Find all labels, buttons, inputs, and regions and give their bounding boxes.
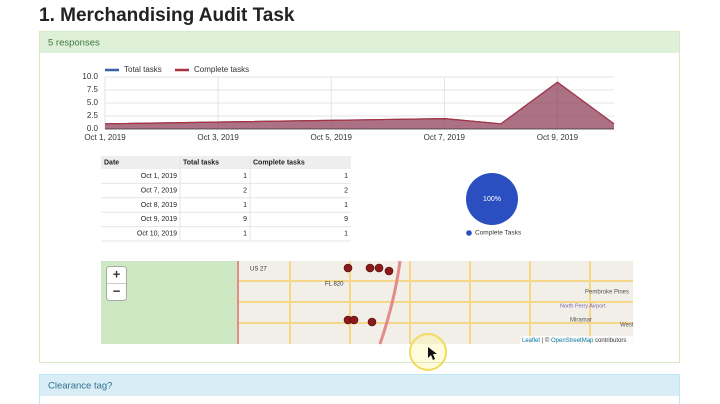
- table-cell: 1: [243, 173, 247, 180]
- y-tick-label: 5.0: [87, 98, 99, 107]
- y-tick-label: 7.5: [87, 85, 99, 94]
- panel-heading: [40, 32, 679, 53]
- attribution: Leaflet | © OpenStreetMap contributors: [522, 337, 626, 344]
- table-cell: 9: [243, 216, 247, 223]
- x-tick-label: Oct 1, 2019: [84, 133, 126, 142]
- table-cell: 2: [344, 187, 348, 194]
- table-cell: 9: [344, 216, 348, 223]
- table-cell: Oct 9, 2019: [141, 216, 177, 223]
- table-cell: 1: [344, 231, 348, 238]
- series-line: [104, 81, 615, 125]
- table-cell: 2: [243, 187, 247, 194]
- x-tick-label: Oct 5, 2019: [311, 133, 353, 142]
- y-tick-label: 0.0: [87, 124, 99, 133]
- leaflet-link[interactable]: Leaflet: [522, 338, 540, 344]
- page-title: 1. Merchandising Audit Task: [39, 5, 295, 26]
- map: + − US 27 FL 820 Pembroke Pines North Pe…: [101, 260, 634, 345]
- responses-count: 5 responses: [48, 38, 100, 49]
- table-cell: 1: [344, 202, 348, 209]
- attribution-text: contributors: [595, 338, 626, 344]
- next-panel-heading: [40, 375, 679, 396]
- next-panel-title: Clearance tag?: [48, 381, 112, 392]
- pie-label: 100%: [483, 196, 501, 203]
- table-cell: 1: [243, 202, 247, 209]
- roads: [238, 261, 633, 344]
- cursor: [428, 347, 437, 360]
- x-tick-label: Oct 9, 2019: [537, 133, 579, 142]
- table-header: Complete tasks: [253, 159, 305, 166]
- table-cell: Oct 7, 2019: [141, 187, 177, 194]
- x-tick-label: Oct 3, 2019: [197, 133, 239, 142]
- table-header-bg: [101, 156, 351, 169]
- table-cell: Oct 1, 2019: [141, 173, 177, 180]
- legend-swatch: [466, 230, 472, 236]
- y-tick-label: 2.5: [87, 111, 99, 120]
- legend-label: Total tasks: [124, 65, 162, 74]
- table-header: Date: [104, 159, 119, 166]
- y-tick-label: 10.0: [82, 72, 98, 81]
- markers: [343, 263, 394, 327]
- table-cell: 1: [243, 231, 247, 238]
- table-cell: Oct 8, 2019: [141, 202, 177, 209]
- x-tick-label: Oct 7, 2019: [424, 133, 466, 142]
- legend-label: Complete Tasks: [475, 230, 522, 237]
- map-label: FL 820: [325, 282, 344, 288]
- table-cell: 1: [344, 173, 348, 180]
- map-label: Pembroke Pines: [585, 290, 629, 296]
- legend-label: Complete tasks: [194, 65, 249, 74]
- map-label: US 27: [250, 267, 267, 273]
- map-label: North Perry Airport: [560, 303, 606, 309]
- attribution-text: | ©: [542, 337, 550, 344]
- pie-slice: [466, 173, 518, 225]
- highway: [378, 260, 402, 345]
- map-label: Miramar: [570, 318, 592, 324]
- table-cell: Oct 10, 2019: [137, 231, 177, 238]
- zoom-in[interactable]: +: [113, 266, 121, 281]
- table-header: Total tasks: [183, 159, 219, 166]
- map-label: West: [620, 323, 634, 329]
- zoom-out[interactable]: −: [113, 283, 121, 298]
- osm-link[interactable]: OpenStreetMap: [551, 338, 594, 344]
- attribution-bg: [520, 336, 633, 344]
